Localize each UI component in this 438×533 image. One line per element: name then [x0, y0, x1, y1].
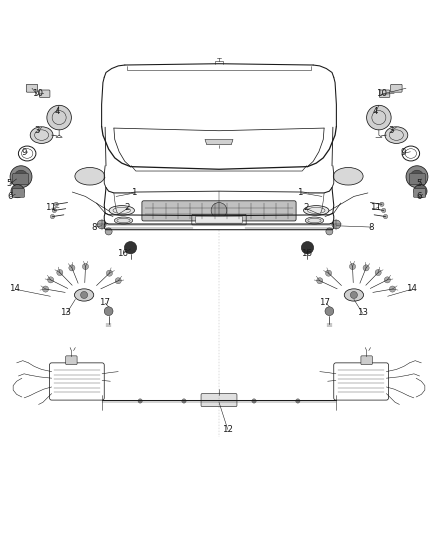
Text: 8: 8 [369, 223, 374, 231]
Text: 10: 10 [375, 89, 387, 98]
Circle shape [115, 278, 121, 284]
Circle shape [11, 184, 24, 198]
Circle shape [325, 270, 332, 276]
Circle shape [252, 399, 256, 403]
Circle shape [389, 286, 396, 292]
FancyBboxPatch shape [12, 189, 25, 197]
Circle shape [367, 106, 391, 130]
Text: 11: 11 [45, 203, 56, 212]
Ellipse shape [75, 167, 105, 185]
Ellipse shape [109, 206, 134, 215]
Circle shape [104, 307, 113, 316]
Text: 3: 3 [388, 126, 393, 135]
FancyBboxPatch shape [142, 201, 296, 221]
Text: 3: 3 [35, 126, 40, 135]
FancyBboxPatch shape [410, 173, 425, 184]
Text: 8: 8 [92, 223, 97, 231]
Circle shape [138, 399, 142, 403]
Ellipse shape [74, 289, 94, 301]
Text: 9: 9 [21, 148, 27, 157]
Circle shape [326, 228, 333, 235]
Circle shape [325, 307, 334, 316]
Circle shape [57, 270, 63, 276]
Circle shape [69, 265, 75, 271]
Text: 6: 6 [416, 192, 421, 201]
Circle shape [54, 202, 58, 206]
Ellipse shape [385, 127, 408, 143]
Ellipse shape [114, 217, 133, 224]
Circle shape [124, 241, 137, 254]
Ellipse shape [305, 217, 324, 224]
Text: 13: 13 [60, 308, 71, 317]
FancyBboxPatch shape [196, 216, 242, 223]
FancyBboxPatch shape [391, 84, 402, 92]
FancyBboxPatch shape [413, 189, 426, 197]
Circle shape [211, 203, 227, 219]
Text: 16: 16 [301, 249, 312, 258]
Circle shape [14, 170, 28, 183]
FancyBboxPatch shape [201, 393, 237, 407]
Circle shape [48, 277, 54, 283]
Text: 5: 5 [6, 179, 11, 188]
FancyBboxPatch shape [13, 173, 28, 184]
Circle shape [383, 214, 388, 219]
Circle shape [384, 277, 390, 283]
Circle shape [381, 208, 386, 213]
Text: 13: 13 [357, 308, 368, 317]
Text: 1: 1 [131, 188, 136, 197]
Text: 14: 14 [8, 284, 20, 293]
Circle shape [410, 170, 424, 183]
Circle shape [350, 292, 357, 298]
Text: 10: 10 [32, 89, 43, 98]
Ellipse shape [333, 167, 363, 185]
Circle shape [350, 263, 356, 270]
Circle shape [97, 220, 106, 229]
Circle shape [301, 241, 314, 254]
Circle shape [42, 286, 49, 292]
Text: 5: 5 [417, 179, 422, 188]
Text: 12: 12 [222, 425, 233, 434]
Text: 4: 4 [373, 107, 378, 116]
Circle shape [380, 202, 384, 206]
Text: 4: 4 [54, 107, 60, 116]
FancyBboxPatch shape [66, 356, 77, 365]
Polygon shape [205, 140, 233, 145]
Circle shape [105, 228, 112, 235]
Circle shape [52, 208, 57, 213]
Circle shape [317, 278, 323, 284]
Circle shape [10, 166, 32, 188]
Ellipse shape [30, 127, 53, 143]
Text: 2: 2 [124, 203, 130, 212]
Text: 14: 14 [406, 284, 417, 293]
Ellipse shape [344, 289, 364, 301]
Text: 17: 17 [318, 298, 330, 307]
Circle shape [47, 106, 71, 130]
Circle shape [414, 184, 427, 198]
Circle shape [182, 399, 186, 403]
FancyBboxPatch shape [26, 84, 38, 92]
Text: 17: 17 [99, 298, 110, 307]
FancyBboxPatch shape [379, 90, 390, 98]
Text: 1: 1 [297, 188, 303, 197]
Text: 9: 9 [400, 148, 406, 157]
Ellipse shape [304, 206, 329, 215]
Circle shape [81, 292, 88, 298]
Text: 6: 6 [7, 192, 12, 201]
Circle shape [375, 270, 381, 276]
Circle shape [363, 265, 369, 271]
Text: 2: 2 [304, 203, 309, 212]
Circle shape [106, 270, 113, 276]
FancyBboxPatch shape [39, 90, 50, 98]
Text: 11: 11 [370, 203, 381, 212]
Circle shape [217, 399, 221, 403]
Circle shape [332, 220, 341, 229]
Circle shape [406, 166, 428, 188]
FancyBboxPatch shape [361, 356, 372, 365]
Circle shape [82, 263, 88, 270]
Text: 16: 16 [117, 249, 128, 258]
Circle shape [50, 214, 55, 219]
Circle shape [296, 399, 300, 403]
